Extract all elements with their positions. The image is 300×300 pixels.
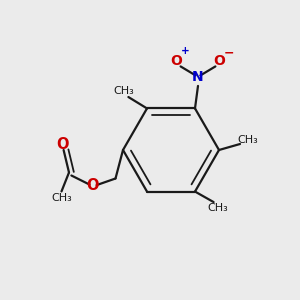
Text: CH₃: CH₃: [114, 86, 135, 96]
Text: CH₃: CH₃: [237, 135, 258, 145]
Text: CH₃: CH₃: [207, 203, 228, 213]
Text: O: O: [214, 54, 226, 68]
Text: N: N: [192, 70, 204, 84]
Text: O: O: [87, 178, 99, 194]
Text: +: +: [180, 46, 189, 56]
Text: CH₃: CH₃: [51, 193, 72, 203]
Text: O: O: [170, 54, 182, 68]
Text: −: −: [223, 47, 234, 60]
Text: O: O: [57, 137, 69, 152]
